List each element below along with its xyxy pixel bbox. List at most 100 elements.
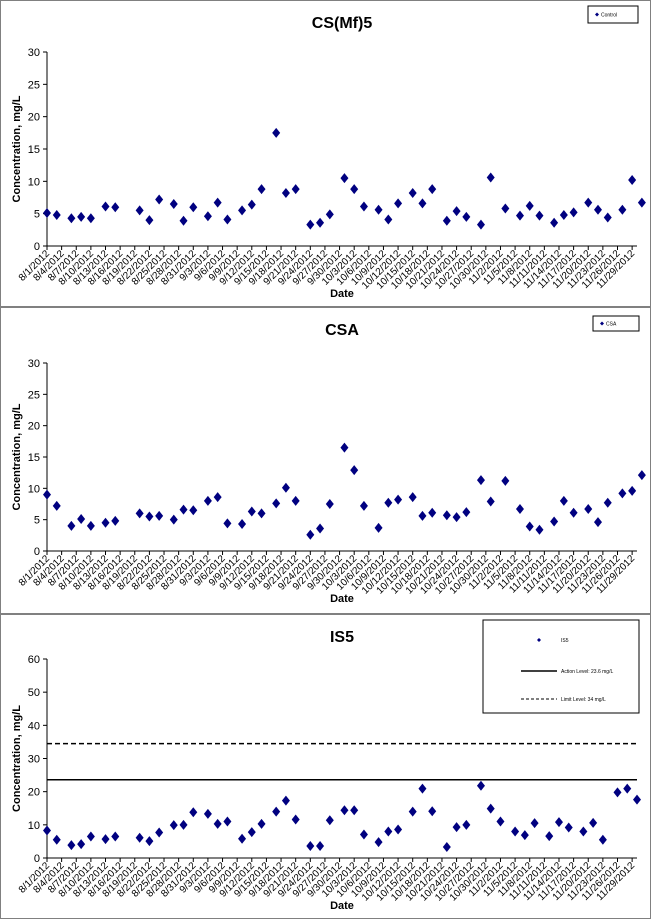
data-point (179, 819, 188, 830)
data-point (579, 826, 588, 837)
data-point (213, 197, 222, 208)
legend-label: CSA (606, 322, 617, 328)
data-point (272, 127, 281, 138)
data-point (550, 516, 559, 527)
data-point (291, 184, 300, 195)
data-point (238, 519, 247, 530)
y-tick-label: 5 (34, 515, 40, 527)
data-point (291, 495, 300, 506)
legend-box (482, 619, 640, 714)
data-point (374, 522, 383, 533)
data-point (535, 524, 544, 535)
data-point (247, 827, 256, 838)
data-point (593, 204, 602, 215)
data-point (394, 198, 403, 209)
data-point (203, 211, 212, 222)
data-point (169, 820, 178, 831)
data-point (418, 198, 427, 209)
data-point (515, 504, 524, 515)
y-tick-label: 60 (28, 654, 40, 666)
data-point (179, 504, 188, 515)
data-point (442, 215, 451, 226)
data-point (559, 209, 568, 220)
data-point (272, 498, 281, 509)
data-point (428, 184, 437, 195)
legend-marker (537, 638, 541, 642)
data-point (77, 211, 86, 222)
data-point (550, 217, 559, 228)
data-point (520, 830, 529, 841)
data-point (86, 831, 95, 842)
y-axis-label: Concentration, mg/L (11, 705, 23, 812)
x-axis-label: Date (330, 900, 354, 912)
data-point (213, 818, 222, 829)
data-point (394, 494, 403, 505)
data-point (350, 805, 359, 816)
data-point (86, 213, 95, 224)
data-point (52, 500, 61, 511)
y-tick-label: 25 (28, 79, 40, 91)
data-point (67, 213, 76, 224)
data-point (316, 217, 325, 228)
data-point (545, 831, 554, 842)
data-point (135, 205, 144, 216)
data-point (384, 497, 393, 508)
data-point (511, 826, 520, 837)
data-point (462, 211, 471, 222)
data-point (613, 787, 622, 798)
data-point (418, 510, 427, 521)
data-point (452, 206, 461, 217)
data-point (189, 807, 198, 818)
chart-panel-3: IS5 0 10 20 30 40 50 60 Concentration, mg/L 8/1/2… (0, 614, 651, 919)
data-point (618, 488, 627, 499)
y-tick-label: 0 (34, 546, 40, 558)
data-point (442, 510, 451, 521)
data-point (462, 819, 471, 830)
data-point (52, 834, 61, 845)
data-point (350, 184, 359, 195)
y-tick-label: 10 (28, 820, 40, 832)
data-point (623, 783, 632, 794)
data-point (515, 210, 524, 221)
data-point (554, 817, 563, 828)
data-point (408, 187, 417, 198)
legend-label: Action Level: 23.6 mg/L (561, 669, 613, 675)
data-point (101, 517, 110, 528)
data-point (584, 197, 593, 208)
data-point (291, 814, 300, 825)
data-point (350, 465, 359, 476)
x-axis-label: Date (330, 593, 354, 605)
data-point (306, 219, 315, 230)
data-point (257, 508, 266, 519)
data-point (340, 805, 349, 816)
data-point (603, 497, 612, 508)
data-point (281, 795, 290, 806)
data-point (384, 214, 393, 225)
data-point (589, 817, 598, 828)
y-tick-label: 30 (28, 754, 40, 766)
data-point (374, 837, 383, 848)
data-point (384, 826, 393, 837)
data-point (67, 520, 76, 531)
data-point (525, 200, 534, 211)
data-point (223, 214, 232, 225)
data-point (501, 203, 510, 214)
data-point (257, 818, 266, 829)
data-point (584, 504, 593, 515)
data-point (52, 209, 61, 220)
data-point (306, 841, 315, 852)
data-point (633, 794, 641, 805)
data-point (325, 815, 334, 826)
data-point (145, 511, 154, 522)
y-tick-label: 10 (28, 483, 40, 495)
legend-box (592, 315, 640, 332)
data-point (247, 506, 256, 517)
data-point (535, 210, 544, 221)
data-point (418, 783, 427, 794)
data-point (101, 201, 110, 212)
data-point (359, 500, 368, 511)
data-point (593, 517, 602, 528)
x-axis-label: Date (330, 288, 354, 300)
